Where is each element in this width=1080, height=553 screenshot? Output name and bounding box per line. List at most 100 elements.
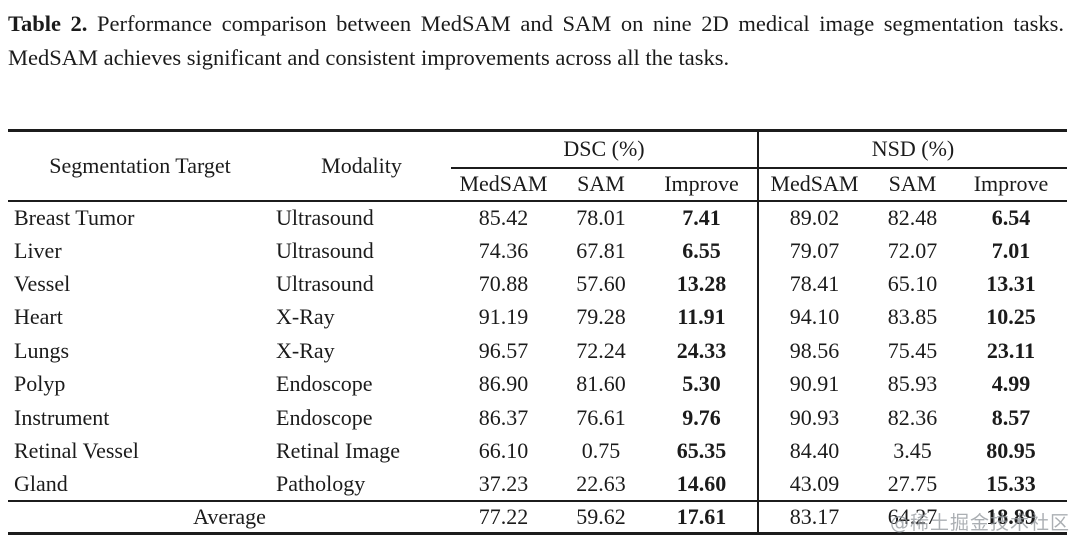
table-header: Segmentation Target Modality DSC (%) NSD… <box>8 130 1067 202</box>
cell-nsd-medsam: 84.40 <box>757 434 870 468</box>
col-header-nsd-sam: SAM <box>870 167 955 202</box>
cell-modality: X-Ray <box>276 304 335 330</box>
table-row: Instrument Endoscope 86.37 76.61 9.76 90… <box>8 400 1067 435</box>
cell-dsc-improve: 24.33 <box>676 337 727 363</box>
cell-nsd-medsam: 94.10 <box>757 300 870 335</box>
cell-dsc-medsam: 70.88 <box>478 270 529 296</box>
table-row: Vessel Ultrasound 70.88 57.60 13.28 78.4… <box>8 267 1067 301</box>
cell-dsc-sam: 57.60 <box>576 270 626 296</box>
cell-target: Polyp <box>14 371 66 397</box>
cell-nsd-improve: 15.33 <box>986 470 1036 496</box>
cell-nsd-improve: 4.99 <box>991 371 1031 397</box>
cell-nsd-sam: 3.45 <box>893 437 932 463</box>
header-sub-row: MedSAM SAM Improve MedSAM SAM Improve <box>8 167 1067 202</box>
table-row: Gland Pathology 37.23 22.63 14.60 43.09 … <box>8 467 1067 502</box>
cell-nsd-medsam: 90.93 <box>757 400 870 435</box>
cell-target: Instrument <box>14 404 110 430</box>
table-row: Lungs X-Ray 96.57 72.24 24.33 98.56 75.4… <box>8 334 1067 368</box>
cell-nsd-sam: 65.10 <box>887 270 938 296</box>
cell-nsd-medsam: 43.09 <box>757 467 870 502</box>
cell-dsc-medsam: 96.57 <box>478 337 529 363</box>
cell-nsd-sam: 82.36 <box>887 404 938 430</box>
col-group-nsd: NSD (%) <box>757 130 1067 169</box>
average-label: Average <box>8 500 451 534</box>
col-header-nsd-medsam: MedSAM <box>757 167 870 202</box>
cell-nsd-sam: 27.75 <box>887 470 938 496</box>
cell-dsc-improve: 11.91 <box>677 304 726 330</box>
avg-dsc-medsam: 77.22 <box>451 500 556 534</box>
avg-nsd-improve: 18.89 <box>955 500 1067 534</box>
table-row: Retinal Vessel Retinal Image 66.10 0.75 … <box>8 434 1067 468</box>
header-group-row: Segmentation Target Modality DSC (%) NSD… <box>8 130 1067 202</box>
cell-nsd-improve: 13.31 <box>986 270 1036 296</box>
col-header-target: Segmentation Target <box>8 130 270 202</box>
cell-nsd-improve: 6.54 <box>991 204 1031 230</box>
cell-modality: Endoscope <box>276 404 373 430</box>
avg-nsd-medsam: 83.17 <box>757 500 870 534</box>
cell-target: Vessel <box>14 270 71 296</box>
cell-nsd-improve: 7.01 <box>991 237 1031 263</box>
cell-dsc-improve: 65.35 <box>676 437 727 463</box>
cell-target: Liver <box>14 237 62 263</box>
cell-dsc-medsam: 91.19 <box>478 304 529 330</box>
cell-dsc-medsam: 86.37 <box>478 404 529 430</box>
cell-nsd-sam: 72.07 <box>887 237 938 263</box>
col-header-modality: Modality <box>270 130 451 202</box>
cell-modality: Endoscope <box>276 371 373 397</box>
cell-nsd-sam: 82.48 <box>887 204 938 230</box>
cell-dsc-sam: 79.28 <box>576 304 626 330</box>
cell-dsc-improve: 6.55 <box>682 237 721 263</box>
table-caption: Table 2. Performance comparison between … <box>8 7 1064 75</box>
cell-target: Breast Tumor <box>14 204 135 230</box>
cell-nsd-medsam: 89.02 <box>757 200 870 234</box>
col-header-dsc-medsam: MedSAM <box>451 167 556 202</box>
cell-nsd-medsam: 98.56 <box>757 334 870 368</box>
cell-dsc-improve: 9.76 <box>682 404 721 430</box>
col-group-dsc: DSC (%) <box>451 130 758 169</box>
cell-modality: Ultrasound <box>276 204 374 230</box>
table-row: Heart X-Ray 91.19 79.28 11.91 94.10 83.8… <box>8 300 1067 335</box>
cell-nsd-improve: 80.95 <box>986 437 1036 463</box>
cell-nsd-improve: 23.11 <box>986 337 1036 363</box>
cell-modality: Pathology <box>276 470 366 496</box>
table-row: Liver Ultrasound 74.36 67.81 6.55 79.07 … <box>8 233 1067 268</box>
avg-dsc-sam: 59.62 <box>556 500 646 534</box>
results-table: Segmentation Target Modality DSC (%) NSD… <box>8 129 1067 535</box>
col-header-dsc-sam: SAM <box>556 167 646 202</box>
cell-dsc-medsam: 37.23 <box>478 470 529 496</box>
cell-dsc-sam: 76.61 <box>576 404 626 430</box>
cell-nsd-medsam: 90.91 <box>757 367 870 401</box>
cell-dsc-improve: 13.28 <box>676 270 727 296</box>
cell-dsc-medsam: 66.10 <box>478 437 529 463</box>
caption-text: Performance comparison between MedSAM an… <box>8 11 1064 70</box>
cell-dsc-sam: 78.01 <box>576 204 626 230</box>
cell-dsc-medsam: 85.42 <box>478 204 529 230</box>
cell-dsc-improve: 5.30 <box>682 371 721 397</box>
cell-target: Gland <box>14 470 68 496</box>
cell-nsd-improve: 10.25 <box>986 304 1036 330</box>
watermark: @稀土掘金技术社区 <box>889 512 1070 534</box>
cell-modality: X-Ray <box>276 337 335 363</box>
table-row: Polyp Endoscope 86.90 81.60 5.30 90.91 8… <box>8 367 1067 401</box>
cell-dsc-improve: 7.41 <box>682 204 721 230</box>
cell-modality: Retinal Image <box>276 437 401 463</box>
cell-target: Lungs <box>14 337 69 363</box>
cell-nsd-improve: 8.57 <box>991 404 1031 430</box>
cell-dsc-sam: 72.24 <box>576 337 626 363</box>
cell-target: Heart <box>14 304 63 330</box>
avg-nsd-sam: 64.27 <box>870 500 955 534</box>
cell-modality: Ultrasound <box>276 237 374 263</box>
cell-nsd-sam: 75.45 <box>887 337 938 363</box>
cell-dsc-sam: 81.60 <box>576 371 626 397</box>
cell-nsd-sam: 83.85 <box>887 304 938 330</box>
average-row: Average 77.22 59.62 17.61 83.17 64.27 18… <box>8 500 1067 534</box>
col-header-dsc-improve: Improve <box>646 167 758 202</box>
cell-target: Retinal Vessel <box>14 437 139 463</box>
cell-modality: Ultrasound <box>276 270 374 296</box>
cell-dsc-medsam: 74.36 <box>478 237 529 263</box>
cell-dsc-sam: 22.63 <box>576 470 626 496</box>
cell-nsd-sam: 85.93 <box>887 371 938 397</box>
cell-nsd-medsam: 79.07 <box>757 233 870 268</box>
table-body: Breast Tumor Ultrasound 85.42 78.01 7.41… <box>8 200 1067 534</box>
cell-dsc-sam: 0.75 <box>581 437 621 463</box>
